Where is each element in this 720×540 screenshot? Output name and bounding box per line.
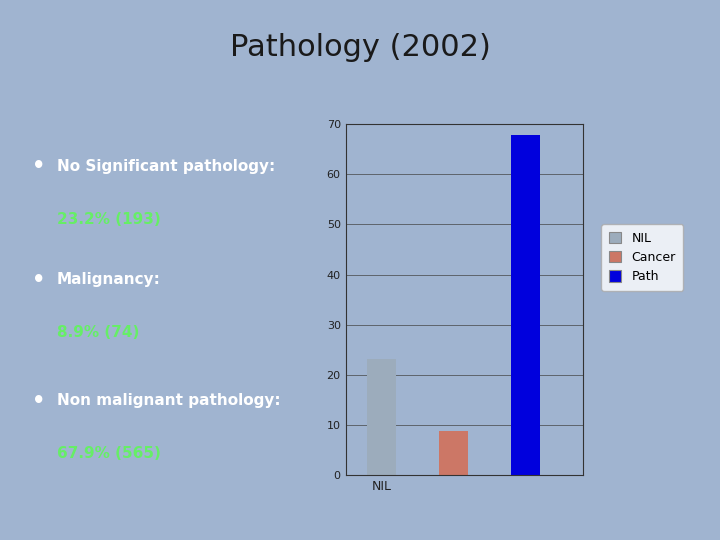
Text: •: •	[32, 269, 45, 290]
Text: •: •	[32, 156, 45, 177]
Text: Non malignant pathology:: Non malignant pathology:	[57, 393, 281, 408]
Legend: NIL, Cancer, Path: NIL, Cancer, Path	[601, 224, 683, 291]
Text: No Significant pathology:: No Significant pathology:	[57, 159, 275, 174]
Text: 23.2% (193): 23.2% (193)	[57, 212, 161, 227]
Bar	[511, 134, 540, 475]
Text: 67.9% (565): 67.9% (565)	[57, 446, 161, 461]
Text: Malignancy:: Malignancy:	[57, 272, 161, 287]
Bar	[439, 430, 468, 475]
Text: •: •	[32, 390, 45, 411]
Text: Pathology (2002): Pathology (2002)	[230, 33, 490, 62]
Bar	[367, 359, 396, 475]
Text: 8.9% (74): 8.9% (74)	[57, 325, 140, 340]
